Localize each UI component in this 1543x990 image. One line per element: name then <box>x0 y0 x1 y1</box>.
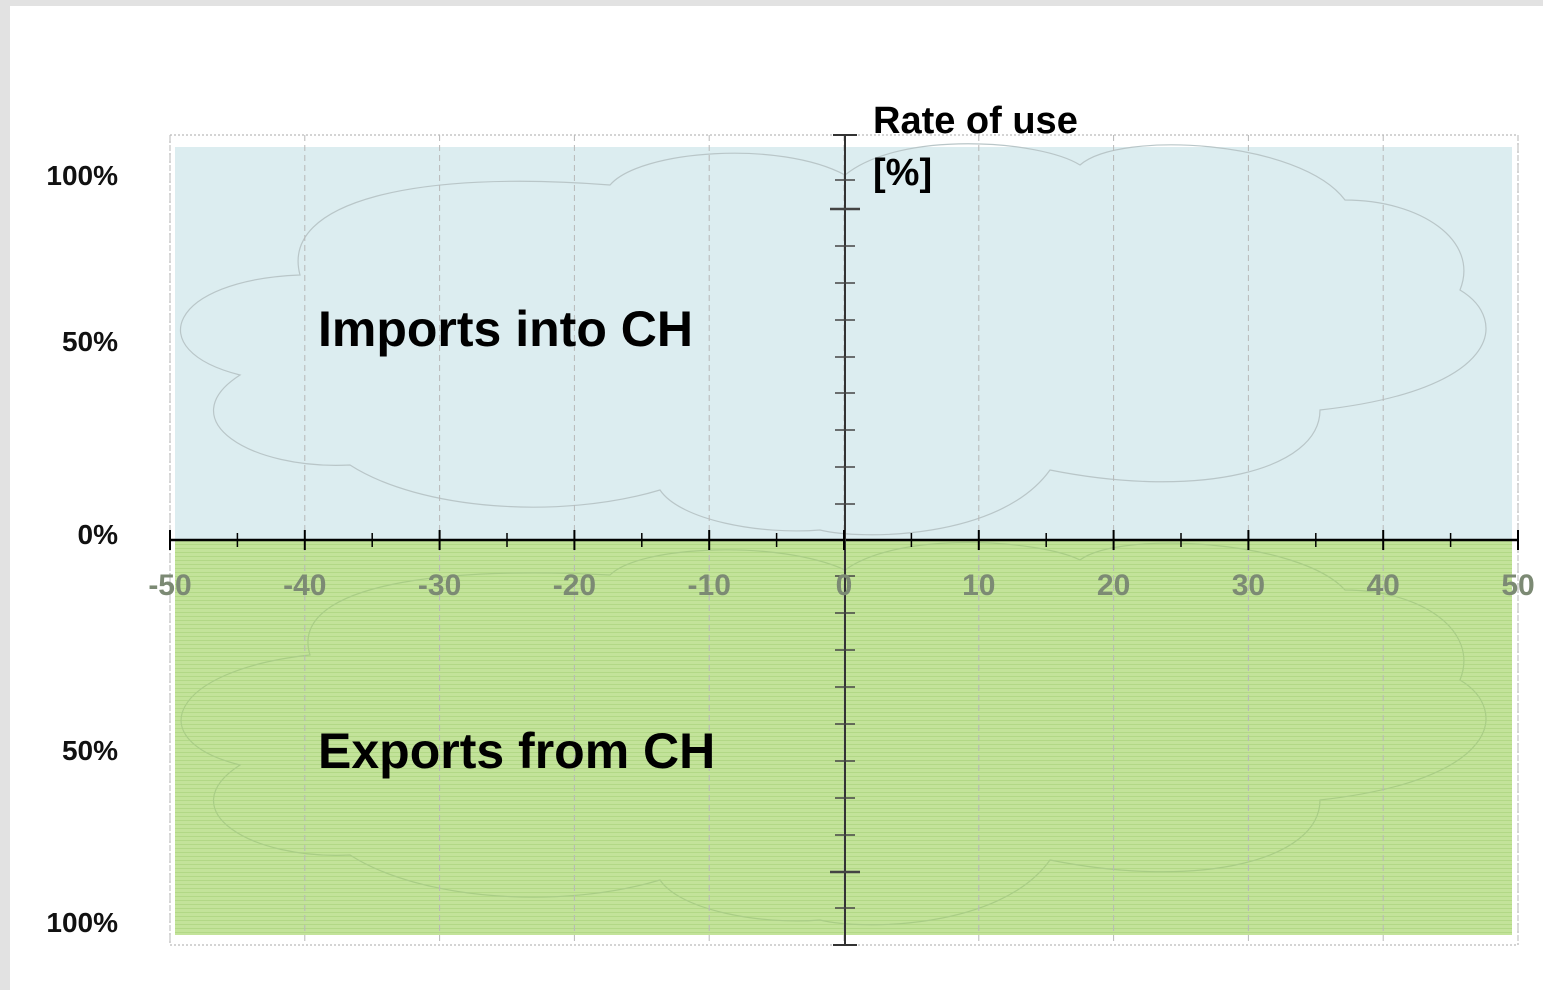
x-tick-label: -10 <box>688 569 731 602</box>
exports-label: Exports from CH <box>318 723 715 779</box>
x-tick-label: 20 <box>1097 569 1130 602</box>
x-tick-label: -40 <box>283 569 326 602</box>
x-tick-label: 0 <box>836 569 853 602</box>
y-tick-label: 100% <box>46 907 118 938</box>
x-tick-label: -30 <box>418 569 461 602</box>
y-tick-label: 0% <box>78 519 119 550</box>
cloud-decoration <box>179 143 1487 926</box>
top-border <box>0 0 1543 6</box>
y-tick-label: 50% <box>62 326 118 357</box>
imports-label: Imports into CH <box>318 301 693 357</box>
y-tick-label: 100% <box>46 160 118 191</box>
y-tick-label: 50% <box>62 735 118 766</box>
x-tick-label: 30 <box>1232 569 1265 602</box>
x-tick-label: 50 <box>1501 569 1534 602</box>
axis-title: Rate of use <box>873 100 1078 142</box>
left-border <box>0 0 10 990</box>
axis-title-unit: [%] <box>873 152 932 194</box>
ticks <box>169 134 1519 946</box>
x-tick-label: -50 <box>148 569 191 602</box>
x-tick-label: -20 <box>553 569 596 602</box>
imports-region <box>175 147 1512 540</box>
x-tick-label: 40 <box>1367 569 1400 602</box>
x-tick-label: 10 <box>962 569 995 602</box>
